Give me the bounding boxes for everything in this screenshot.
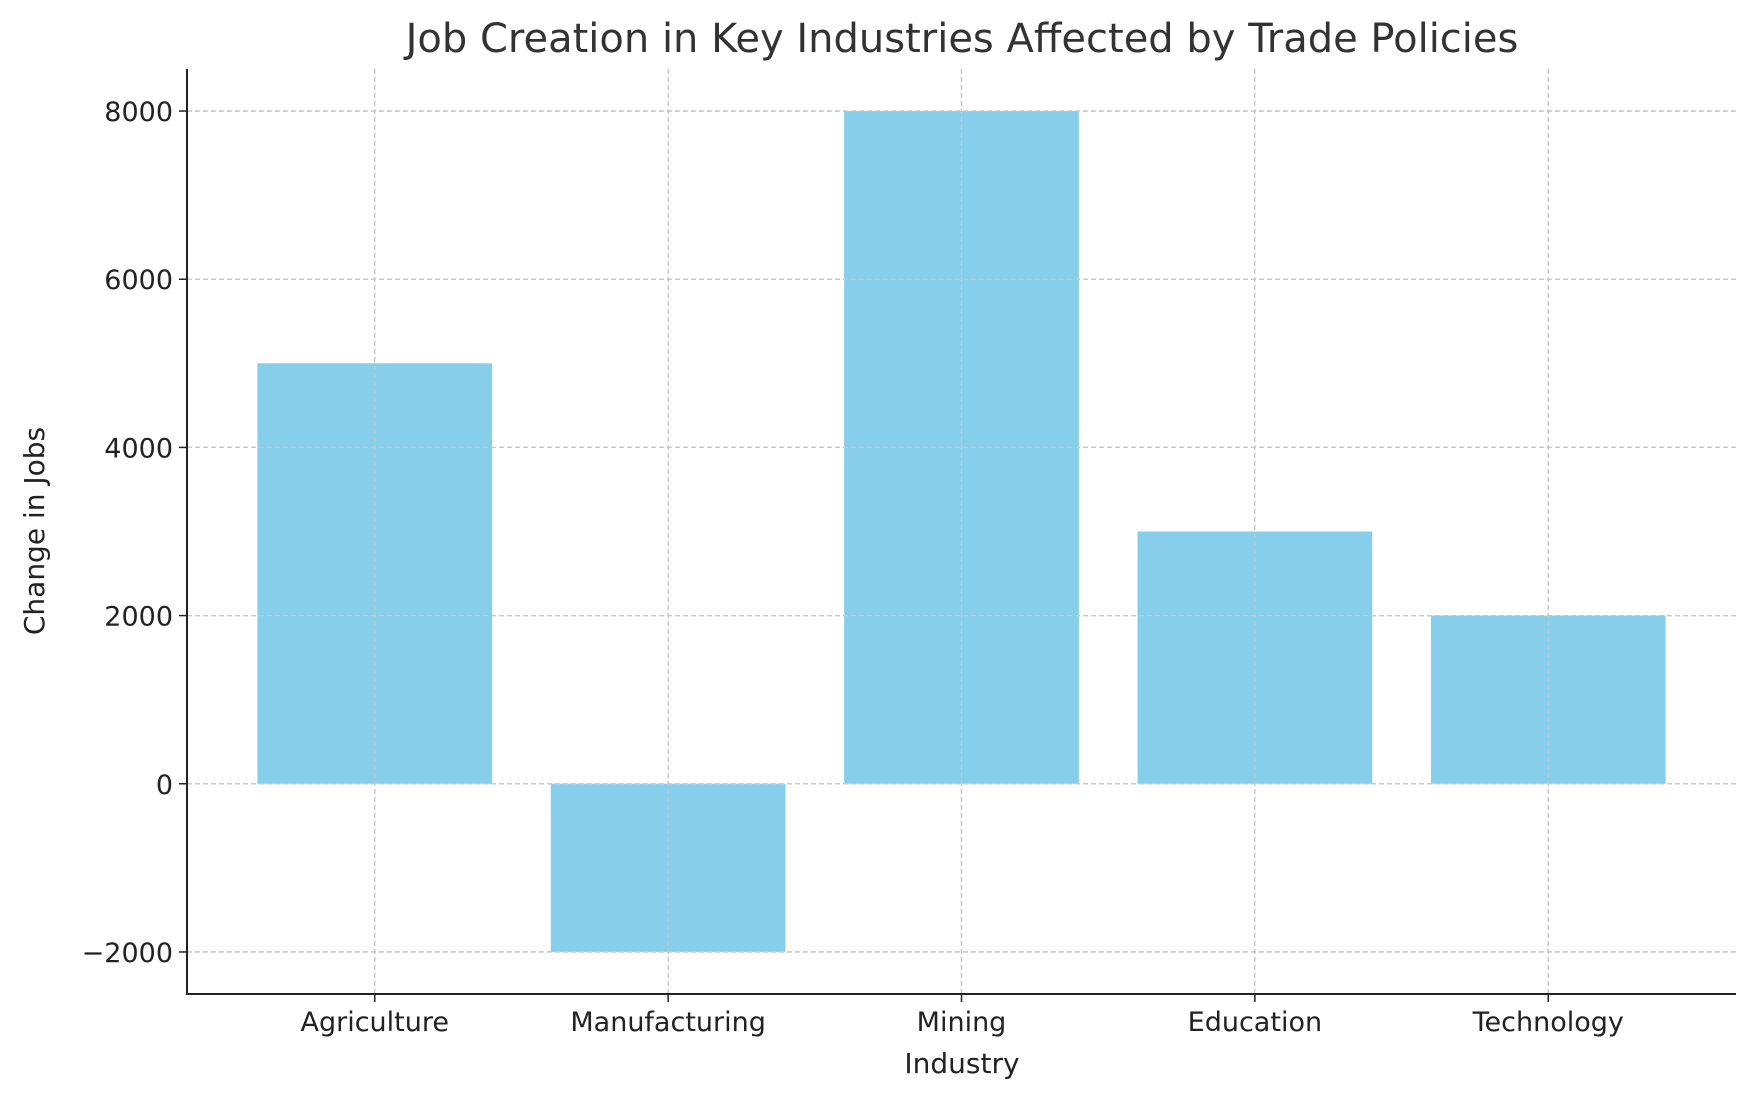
bar-technology: [1430, 615, 1666, 784]
y-axis-label: Change in Jobs: [18, 427, 51, 635]
x-tick-label: Mining: [917, 1007, 1007, 1038]
y-tick-label: 4000: [104, 433, 173, 464]
x-tick-label: Manufacturing: [570, 1007, 766, 1038]
x-tick-label: Agriculture: [301, 1007, 450, 1038]
axes: −2000 0 2000 4000 6000 8000 Agriculture Manufac…: [82, 69, 1736, 1038]
bar-manufacturing: [550, 783, 786, 952]
y-tick-label: 2000: [104, 602, 173, 633]
y-tick-label: 6000: [104, 265, 173, 296]
x-axis-label: Industry: [904, 1047, 1019, 1080]
y-tick-label: 8000: [104, 97, 173, 128]
chart-title: Job Creation in Key Industries Affected …: [403, 16, 1519, 62]
x-tick-label: Education: [1188, 1007, 1322, 1038]
grid-overlay: [187, 69, 1736, 994]
x-tick-label: Technology: [1472, 1007, 1624, 1038]
y-tick-label: −2000: [82, 938, 173, 969]
y-tick-label: 0: [156, 770, 173, 801]
